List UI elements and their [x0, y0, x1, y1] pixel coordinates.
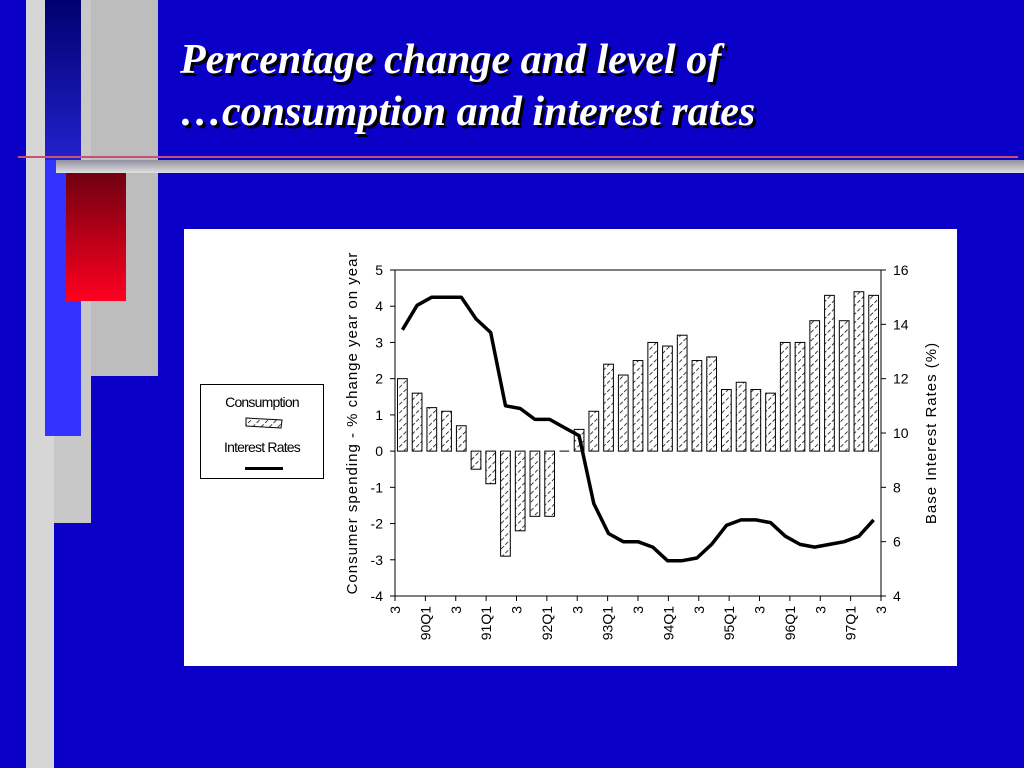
consumption-bar [838, 320, 850, 452]
left-tick-label: 3 [375, 334, 383, 350]
left-tick-label: 0 [375, 443, 383, 459]
consumption-bar [809, 320, 821, 452]
consumption-bar [603, 363, 614, 452]
legend-swatch-consumption [245, 417, 283, 429]
x-tick-label: 3 [812, 606, 828, 614]
consumption-bar [529, 450, 541, 517]
consumption-bar [691, 360, 703, 452]
consumption-bar [824, 294, 835, 452]
consumption-bar [514, 450, 526, 532]
left-tick-label: 4 [375, 298, 383, 314]
slide-title-line-1: Percentage change and level of [180, 37, 722, 83]
consumption-bar [485, 450, 497, 485]
consumption-bar [632, 360, 644, 452]
left-tick-label: 1 [375, 407, 383, 423]
consumption-bar [794, 341, 806, 452]
right-tick-label: 12 [893, 371, 909, 387]
decor-block-red [66, 173, 126, 301]
slide-title-line-2: …consumption and interest rates [180, 89, 756, 135]
left-tick-label: -4 [371, 588, 384, 604]
legend: Consumption Interest Rates [200, 384, 324, 479]
consumption-bar [397, 378, 408, 452]
x-tick-label: 3 [448, 606, 464, 614]
x-tick-label: 97Q1 [843, 606, 859, 640]
consumption-bar [706, 356, 717, 452]
left-tick-label: -2 [371, 516, 384, 532]
x-tick-label: 90Q1 [417, 606, 433, 640]
y-axis-title-right: Base Interest Rates (%) [923, 342, 940, 524]
x-tick-label: 3 [569, 606, 585, 614]
slide-title: Percentage change and level of …consumpt… [180, 34, 1000, 138]
consumption-bar [735, 381, 747, 452]
legend-label-interest-rates: Interest Rates [224, 439, 301, 455]
left-tick-label: -3 [371, 552, 384, 568]
x-tick-label: 3 [387, 606, 403, 614]
consumption-bar [470, 450, 482, 470]
right-tick-label: 10 [893, 425, 909, 441]
consumption-bar [868, 294, 879, 452]
consumption-bar [779, 341, 791, 452]
x-tick-label: 94Q1 [660, 606, 676, 640]
decor-block-blue-top [45, 0, 81, 160]
consumption-bar [662, 345, 673, 452]
decor-rule-red [18, 156, 1018, 158]
consumption-bar [544, 450, 555, 517]
right-tick-label: 16 [893, 262, 909, 278]
y-axis-title-left: Consumer spending - % change year on yea… [344, 252, 361, 595]
legend-label-consumption: Consumption [225, 394, 300, 410]
x-tick-label: 3 [630, 606, 646, 614]
consumption-bar [426, 407, 438, 452]
legend-swatch-interest-rates [245, 467, 283, 470]
chart-panel: 5 4 3 2 1 0 -1 -2 -3 -4 16 14 12 10 8 6 4 3 90Q1 3 91Q1 3 92Q1… [184, 229, 957, 666]
consumption-bar [750, 389, 762, 452]
consumption-bar [676, 334, 688, 452]
consumption-bar [411, 392, 423, 452]
left-tick-label: 5 [375, 262, 383, 278]
interest-rates-line [400, 295, 875, 563]
x-tick-label: 92Q1 [539, 606, 555, 640]
consumption-bar [853, 291, 865, 452]
x-tick-label: 93Q1 [600, 606, 616, 640]
consumption-bar [500, 450, 511, 557]
left-tick-label: -1 [371, 479, 384, 495]
right-tick-label: 14 [893, 316, 909, 332]
right-tick-label: 8 [893, 479, 901, 495]
left-tick-label: 2 [375, 371, 383, 387]
consumption-bar [765, 392, 776, 452]
x-tick-label: 96Q1 [782, 606, 798, 640]
consumption-bar [721, 389, 732, 452]
consumption-bar [588, 410, 600, 452]
consumption-bar [441, 410, 452, 452]
consumption-bar [647, 341, 659, 452]
x-tick-label: 3 [873, 606, 889, 614]
right-tick-label: 4 [893, 588, 901, 604]
x-tick-label: 3 [509, 606, 525, 614]
x-tick-label: 95Q1 [721, 606, 737, 640]
consumption-bar [455, 425, 467, 452]
decor-rule-gray [56, 160, 1024, 173]
x-tick-label: 3 [691, 606, 707, 614]
consumption-bar [617, 374, 629, 452]
x-tick-label: 91Q1 [478, 606, 494, 640]
x-tick-label: 3 [752, 606, 768, 614]
right-tick-label: 6 [893, 534, 901, 550]
